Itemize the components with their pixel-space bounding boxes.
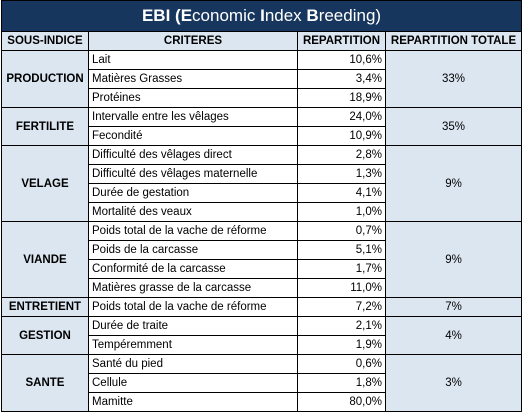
sous-indice-cell: GESTION [1, 316, 89, 355]
critere-cell: Durée de traite [88, 316, 298, 336]
critere-cell: Durée de gestation [88, 183, 298, 203]
critere-cell: Matières Grasses [88, 69, 298, 89]
repartition-cell: 18,9% [297, 88, 386, 108]
title-row: EBI (Economic Index Breeding) [0, 0, 523, 32]
title-part: B [306, 6, 319, 25]
repartition-cell: 4,1% [297, 183, 386, 203]
table-title: EBI (Economic Index Breeding) [0, 0, 523, 32]
repartition-cell: 3,4% [297, 69, 386, 89]
table-row: Difficulté des vêlages maternelle 1,3% [2, 164, 522, 184]
table-row: Poids de la carcasse 5,1% [2, 240, 522, 260]
title-part: EBI ( [141, 6, 181, 25]
repartition-cell: 0,6% [297, 354, 386, 374]
title-part: ndex [264, 6, 307, 25]
table-row: Durée de gestation 4,1% [2, 183, 522, 203]
critere-cell: Mamitte [88, 392, 298, 412]
sous-indice-cell: VIANDE [1, 221, 89, 298]
repartition-cell: 0,7% [297, 221, 386, 241]
repartition-cell: 1,7% [297, 259, 386, 279]
sous-indice-cell: SANTE [1, 354, 89, 412]
repartition-cell: 1,9% [297, 335, 386, 355]
title-part: reeding) [318, 6, 382, 25]
critere-cell: Fecondité [88, 126, 298, 146]
critere-cell: Poids de la carcasse [88, 240, 298, 260]
repartition-cell: 7,2% [297, 297, 386, 317]
header-row: SOUS-INDICE CRITERES REPARTITION REPARTI… [1, 31, 523, 51]
critere-cell: Conformité de la carcasse [88, 259, 298, 279]
critere-cell: Poids total de la vache de réforme [88, 221, 298, 241]
table-row: Tempéremment 1,9% [2, 335, 522, 355]
repartition-cell: 2,8% [297, 145, 386, 165]
table-row: VELAGE Difficulté des vêlages direct 2,8% 9… [1, 145, 523, 222]
repartition-cell: 10,6% [297, 50, 386, 70]
sous-indice-cell: FERTILITE [1, 107, 89, 146]
repartition-totale-cell: 9% [384, 221, 523, 298]
table-row: Matières grasse de la carcasse 11,0% [2, 278, 522, 298]
repartition-totale-cell: 7% [384, 297, 523, 317]
table-row: ENTRETIENT Poids total de la vache de réf… [1, 297, 523, 317]
table-body: PRODUCTION Lait 10,6% 33% Matières Grasses 3,… [1, 50, 523, 412]
header-sous-indice: SOUS-INDICE [1, 31, 89, 51]
table-row: VIANDE Poids total de la vache de réforme… [1, 221, 523, 298]
critere-cell: Difficulté des vêlages direct [88, 145, 298, 165]
repartition-cell: 24,0% [297, 107, 386, 127]
header-repartition-totale: REPARTITION TOTALE [384, 31, 523, 51]
sous-indice-cell: PRODUCTION [1, 50, 89, 108]
critere-cell: Protéines [88, 88, 298, 108]
critere-cell: Difficulté des vêlages maternelle [88, 164, 298, 184]
repartition-cell: 10,9% [297, 126, 386, 146]
title-part: conomic [192, 6, 261, 25]
header-repartition: REPARTITION [297, 31, 386, 51]
repartition-totale-cell: 9% [384, 145, 523, 222]
table-row: Cellule 1,8% [2, 373, 522, 393]
critere-cell: Tempéremment [88, 335, 298, 355]
critere-cell: Cellule [88, 373, 298, 393]
critere-cell: Mortalité des veaux [88, 202, 298, 222]
table-row: Mamitte 80,0% [2, 392, 522, 412]
repartition-totale-cell: 33% [384, 50, 523, 108]
title-part: E [180, 6, 193, 25]
repartition-cell: 5,1% [297, 240, 386, 260]
repartition-totale-cell: 4% [384, 316, 523, 355]
repartition-cell: 1,8% [297, 373, 386, 393]
sous-indice-cell: ENTRETIENT [1, 297, 89, 317]
header-criteres: CRITERES [88, 31, 298, 51]
repartition-cell: 1,3% [297, 164, 386, 184]
critere-cell: Lait [88, 50, 298, 70]
table-row: PRODUCTION Lait 10,6% 33% [1, 50, 523, 108]
critere-cell: Santé du pied [88, 354, 298, 374]
repartition-totale-cell: 35% [384, 107, 523, 146]
sous-indice-cell: VELAGE [1, 145, 89, 222]
repartition-cell: 1,0% [297, 202, 386, 222]
table-row: Protéines 18,9% [2, 88, 522, 108]
table-row: GESTION Durée de traite 2,1% 4% [1, 316, 523, 355]
title-part: I [260, 6, 265, 25]
repartition-cell: 2,1% [297, 316, 386, 336]
repartition-cell: 80,0% [297, 392, 386, 412]
critere-cell: Poids total de la vache de réforme [88, 297, 298, 317]
critere-cell: Intervalle entre les vêlages [88, 107, 298, 127]
repartition-totale-cell: 3% [384, 354, 523, 412]
table-row: SANTE Santé du pied 0,6% 3% [1, 354, 523, 412]
repartition-cell: 11,0% [297, 278, 386, 298]
critere-cell: Matières grasse de la carcasse [88, 278, 298, 298]
table-row: FERTILITE Intervalle entre les vêlages 24,… [1, 107, 523, 146]
table-row: Mortalité des veaux 1,0% [2, 202, 522, 222]
table-row: Conformité de la carcasse 1,7% [2, 259, 522, 279]
